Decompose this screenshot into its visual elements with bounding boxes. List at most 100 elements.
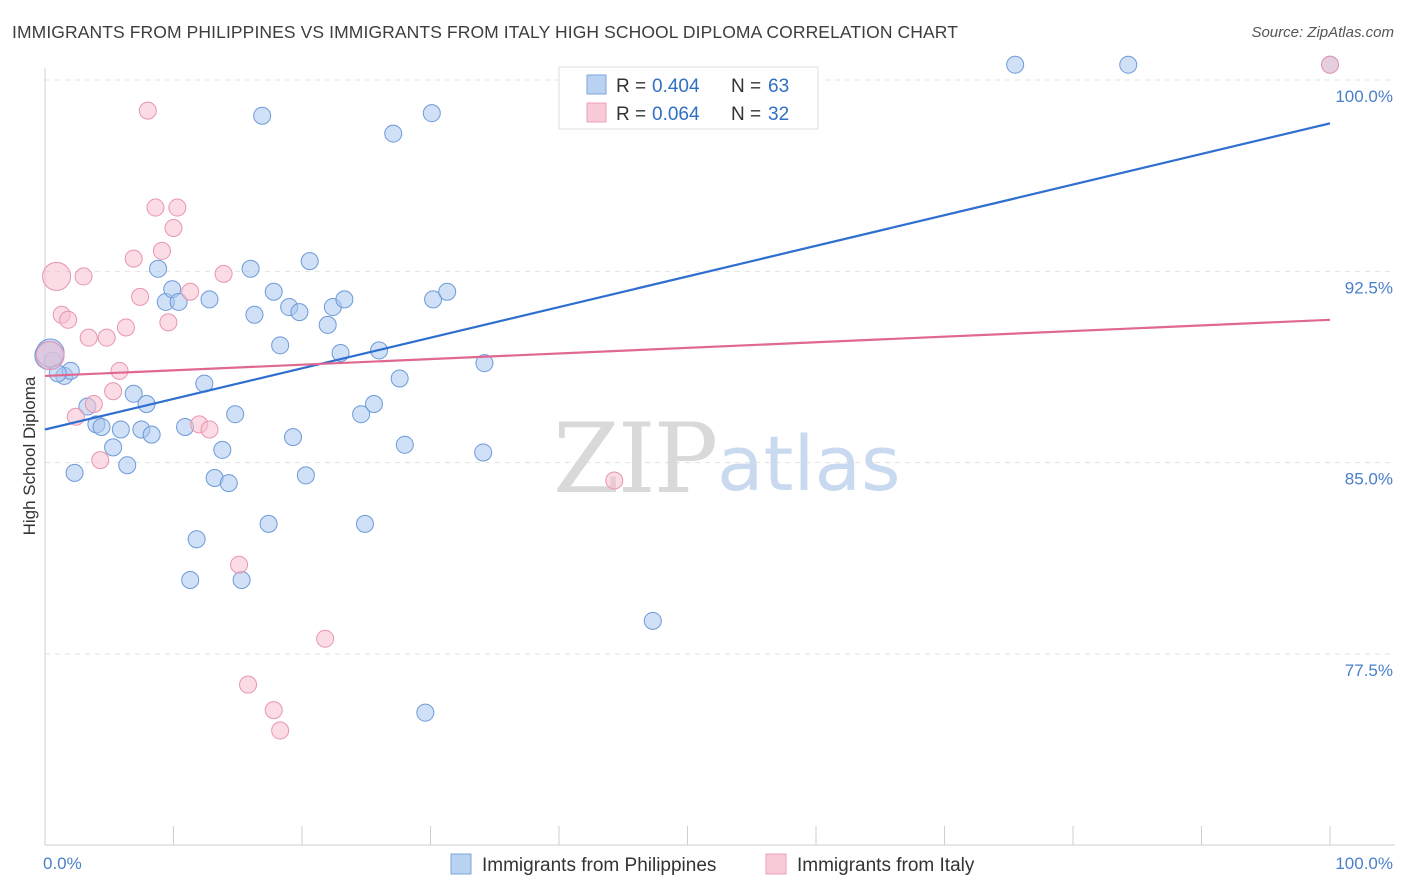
y-tick-label-0: 77.5% — [1345, 661, 1393, 680]
point-series1-7 — [84, 394, 103, 413]
y-tick-labels: 77.5% 85.0% 92.5% 100.0% — [1335, 87, 1393, 680]
x-tick-label-1: 100.0% — [1335, 854, 1393, 873]
point-series1-26 — [239, 675, 258, 694]
point-series0-23 — [200, 290, 219, 309]
point-series1-10 — [104, 382, 123, 401]
point-series1-1 — [42, 261, 72, 291]
point-series0-38 — [296, 466, 315, 485]
point-series0-4 — [65, 463, 84, 482]
point-series0-29 — [241, 259, 260, 278]
point-series0-11 — [124, 384, 143, 403]
legend-r-philippines: 0.404 — [652, 76, 700, 97]
point-series0-36 — [284, 428, 303, 447]
point-series0-58 — [1006, 55, 1025, 74]
legend-r-label-2: R = — [616, 104, 646, 125]
point-series0-14 — [142, 425, 161, 444]
point-series0-44 — [352, 405, 371, 424]
point-series0-54 — [438, 282, 457, 301]
legend: R = 0.404 N = 63 R = 0.064 N = 32 — [558, 66, 819, 130]
point-series1-30 — [605, 471, 624, 490]
point-series1-29 — [316, 629, 335, 648]
trend-line-0 — [44, 122, 1331, 431]
grid-lines — [45, 79, 1395, 655]
y-tick-label-1: 85.0% — [1345, 470, 1393, 489]
watermark: ZIP atlas — [553, 403, 901, 515]
point-series0-55 — [475, 354, 494, 373]
point-series1-16 — [146, 198, 165, 217]
legend-n-label-1: N = — [731, 76, 761, 97]
point-series1-19 — [164, 218, 183, 237]
bottom-legend-swatch-italy — [765, 853, 787, 875]
point-series0-40 — [318, 315, 337, 334]
point-series1-8 — [91, 451, 110, 470]
watermark-atlas: atlas — [717, 419, 901, 508]
point-series0-51 — [416, 703, 435, 722]
point-series1-6 — [79, 328, 98, 347]
legend-swatch-philippines — [586, 74, 607, 95]
point-series0-45 — [355, 514, 374, 533]
x-tick-labels: 0.0% 100.0% — [43, 854, 1393, 873]
point-series0-48 — [384, 124, 403, 143]
bottom-legend: Immigrants from Philippines Immigrants f… — [450, 853, 975, 876]
point-series0-49 — [390, 369, 409, 388]
point-series0-8 — [104, 438, 123, 457]
watermark-zip: ZIP — [553, 403, 716, 515]
point-series0-7 — [92, 417, 111, 436]
point-series0-33 — [264, 282, 283, 301]
point-series0-56 — [474, 443, 493, 462]
legend-n-philippines: 63 — [768, 76, 789, 97]
legend-r-italy: 0.064 — [652, 104, 700, 125]
legend-swatch-italy — [586, 102, 607, 123]
point-series0-53 — [424, 290, 443, 309]
point-series0-30 — [245, 305, 264, 324]
point-series0-9 — [111, 420, 130, 439]
point-series1-9 — [97, 328, 116, 347]
point-series1-23 — [200, 420, 219, 439]
bottom-legend-italy: Immigrants from Italy — [797, 855, 975, 876]
point-series1-27 — [264, 701, 283, 720]
point-series1-20 — [168, 198, 187, 217]
point-series0-59 — [1119, 55, 1138, 74]
point-series0-46 — [364, 394, 383, 413]
y-tick-label-2: 92.5% — [1345, 278, 1393, 297]
legend-r-label-1: R = — [616, 76, 646, 97]
y-axis-label: High School Diploma — [20, 376, 39, 535]
point-series0-18 — [169, 292, 188, 311]
data-points — [34, 55, 1339, 740]
point-series1-25 — [230, 555, 249, 574]
point-series0-37 — [290, 303, 309, 322]
point-series0-27 — [226, 405, 245, 424]
point-series0-21 — [181, 571, 200, 590]
point-series0-43 — [335, 290, 354, 309]
point-series1-31 — [1321, 55, 1339, 74]
point-series0-32 — [259, 514, 278, 533]
legend-n-italy: 32 — [768, 104, 789, 125]
trend-lines — [44, 122, 1331, 431]
chart-title: IMMIGRANTS FROM PHILIPPINES VS IMMIGRANT… — [12, 22, 959, 42]
point-series1-14 — [131, 287, 150, 306]
bottom-legend-philippines: Immigrants from Philippines — [482, 855, 716, 876]
axes — [44, 68, 1395, 846]
legend-n-label-2: N = — [731, 104, 761, 125]
point-series1-13 — [124, 249, 143, 268]
y-tick-label-3: 100.0% — [1335, 87, 1393, 106]
point-series0-20 — [187, 530, 206, 549]
point-series0-50 — [395, 435, 414, 454]
point-series1-17 — [152, 241, 171, 260]
point-series0-34 — [271, 336, 290, 355]
point-series1-21 — [181, 282, 200, 301]
point-series0-52 — [422, 104, 441, 123]
trend-line-1 — [44, 318, 1331, 378]
point-series1-3 — [59, 310, 78, 329]
point-series1-18 — [159, 313, 178, 332]
source-label: Source: ZipAtlas.com — [1251, 24, 1394, 41]
point-series0-26 — [219, 474, 238, 493]
point-series0-25 — [213, 440, 232, 459]
bottom-legend-swatch-philippines — [450, 853, 472, 875]
point-series1-12 — [116, 318, 135, 337]
point-series0-57 — [643, 611, 662, 630]
point-series0-10 — [118, 456, 137, 475]
point-series1-0 — [35, 341, 65, 371]
x-tick-label-0: 0.0% — [43, 854, 82, 873]
